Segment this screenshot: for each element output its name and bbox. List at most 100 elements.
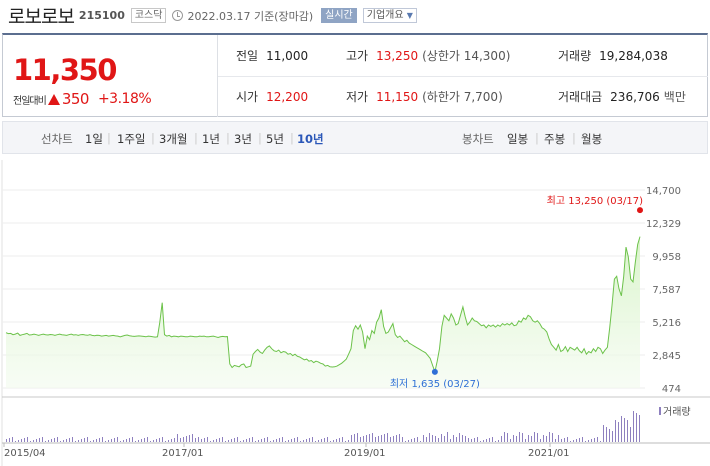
x-axis: 2015/04 2017/01 2019/01 2021/01	[3, 443, 570, 459]
volume-bar	[447, 432, 448, 442]
volume-bar	[444, 436, 445, 442]
realtime-button[interactable]: 실시간	[321, 8, 357, 23]
x-tick-label: 2021/01	[528, 448, 570, 459]
volume-bar	[579, 438, 580, 442]
volume-bar	[132, 437, 133, 442]
volume-bar	[420, 441, 421, 442]
separator: |	[290, 131, 294, 145]
x-tick-label: 2015/04	[4, 448, 46, 459]
volume-bar	[30, 441, 31, 442]
volume-bar	[351, 435, 352, 442]
volume-bar	[516, 436, 517, 442]
volume-bar	[474, 438, 475, 442]
volume-bar	[198, 437, 199, 442]
change-amount: 350	[61, 90, 90, 108]
candle-chart-label: 봉차트	[462, 132, 494, 146]
current-price: 11,350	[13, 53, 117, 87]
volume-bar	[258, 440, 259, 442]
volume-bar	[246, 439, 247, 442]
volume-bar	[135, 441, 136, 442]
volume-bar	[459, 433, 460, 442]
volume-bar	[48, 440, 49, 442]
line-chart-label: 선차트	[41, 132, 73, 146]
stats-row: 전일 11,000 고가 13,250 (상한가 14,300) 거래량 19,284,…	[218, 35, 708, 75]
volume-bar	[546, 436, 547, 442]
volume-bar	[231, 439, 232, 442]
period-1y[interactable]: 1년	[202, 132, 220, 146]
volume-bar	[432, 435, 433, 442]
y-tick-label: 12,329	[646, 219, 681, 230]
volume-bar	[261, 439, 262, 442]
volume-bar	[225, 441, 226, 442]
volume-bar	[78, 440, 79, 442]
volume-bar	[144, 438, 145, 442]
volume-bar	[165, 441, 166, 442]
volume-bar	[330, 441, 331, 442]
period-3y[interactable]: 3년	[234, 132, 252, 146]
volume-bar	[162, 437, 163, 442]
change-percent: +3.18%	[97, 91, 152, 107]
volume-bar	[600, 441, 601, 442]
volume-bar	[108, 440, 109, 442]
volume-bar	[21, 439, 22, 442]
low-price: 저가 11,150 (하한가 7,700)	[346, 90, 503, 104]
volume-bar	[102, 437, 103, 442]
high-price: 고가 13,250 (상한가 14,300)	[346, 48, 511, 63]
volume-bar	[285, 441, 286, 442]
volume-bar	[486, 439, 487, 442]
volume-bar	[213, 440, 214, 442]
volume-bar	[183, 437, 184, 442]
volume-bar	[249, 438, 250, 442]
clock-icon	[172, 10, 184, 21]
volume-bar	[270, 441, 271, 442]
volume-bar	[636, 413, 637, 442]
volume-bar	[243, 440, 244, 442]
volume-bar	[174, 438, 175, 442]
company-info-label: 기업개요	[366, 10, 404, 21]
period-10y[interactable]: 10년	[297, 132, 324, 146]
volume-bar	[381, 435, 382, 442]
period-1w[interactable]: 1주일	[117, 132, 146, 146]
volume-bar	[192, 434, 193, 442]
volume-bar	[462, 435, 463, 442]
period-3m[interactable]: 3개월	[159, 132, 188, 146]
separator: |	[535, 131, 539, 145]
candle-weekly[interactable]: 주봉	[544, 132, 566, 146]
volume-bar	[399, 434, 400, 442]
separator: |	[107, 131, 111, 145]
volume-bar	[96, 439, 97, 442]
volume-bar	[15, 441, 16, 442]
volume-bar	[360, 437, 361, 442]
company-info-dropdown[interactable]: 기업개요 ▼	[362, 8, 417, 23]
volume-bar	[450, 439, 451, 442]
volume-bar	[69, 438, 70, 442]
stock-header: 로보로보 215100 코스닥 2022.03.17 기준(장마감) 실시간 기…	[0, 0, 710, 31]
volume-bar	[147, 437, 148, 442]
price-stats: 전일 11,000 고가 13,250 (상한가 14,300) 거래량 19,284,…	[217, 35, 708, 117]
candle-monthly[interactable]: 월봉	[581, 132, 603, 146]
volume-bar	[531, 436, 532, 442]
volume-bar	[402, 437, 403, 442]
volume-bar	[93, 440, 94, 442]
volume-bar	[393, 436, 394, 442]
volume-bar	[591, 439, 592, 442]
volume-bar	[387, 433, 388, 442]
volume-bar	[465, 436, 466, 442]
volume-bar	[111, 439, 112, 442]
volume-bar	[333, 440, 334, 442]
candle-daily[interactable]: 일봉	[507, 132, 529, 146]
volume-bar	[216, 439, 217, 442]
volume-bar	[336, 439, 337, 442]
volume-bar	[489, 438, 490, 442]
volume-bar	[549, 432, 550, 442]
period-1d[interactable]: 1일	[85, 132, 103, 146]
volume-bar	[504, 432, 505, 442]
volume-bar	[228, 440, 229, 442]
volume-bar	[138, 440, 139, 442]
market-badge: 코스닥	[130, 8, 167, 23]
y-tick-label: 5,216	[652, 318, 681, 329]
volume-bar	[507, 433, 508, 442]
chevron-down-icon: ▼	[406, 11, 413, 20]
volume-bar	[51, 439, 52, 442]
period-5y[interactable]: 5년	[266, 132, 284, 146]
